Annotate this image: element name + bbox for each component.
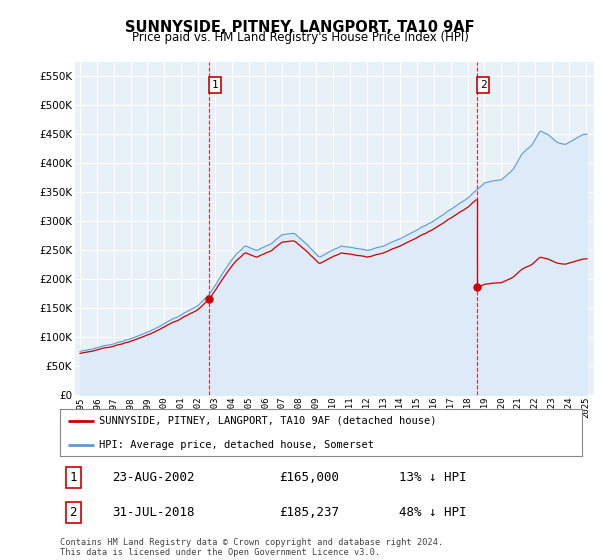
Text: 48% ↓ HPI: 48% ↓ HPI <box>400 506 467 519</box>
Text: SUNNYSIDE, PITNEY, LANGPORT, TA10 9AF (detached house): SUNNYSIDE, PITNEY, LANGPORT, TA10 9AF (d… <box>99 416 437 426</box>
Text: 2: 2 <box>480 80 487 90</box>
Text: Price paid vs. HM Land Registry's House Price Index (HPI): Price paid vs. HM Land Registry's House … <box>131 31 469 44</box>
Text: £165,000: £165,000 <box>279 471 339 484</box>
Text: 31-JUL-2018: 31-JUL-2018 <box>112 506 194 519</box>
Text: SUNNYSIDE, PITNEY, LANGPORT, TA10 9AF: SUNNYSIDE, PITNEY, LANGPORT, TA10 9AF <box>125 20 475 35</box>
Text: HPI: Average price, detached house, Somerset: HPI: Average price, detached house, Some… <box>99 440 374 450</box>
Text: 1: 1 <box>70 471 77 484</box>
Text: £185,237: £185,237 <box>279 506 339 519</box>
Text: Contains HM Land Registry data © Crown copyright and database right 2024.
This d: Contains HM Land Registry data © Crown c… <box>60 538 443 557</box>
Text: 2: 2 <box>70 506 77 519</box>
Text: 1: 1 <box>211 80 218 90</box>
Text: 13% ↓ HPI: 13% ↓ HPI <box>400 471 467 484</box>
Text: 23-AUG-2002: 23-AUG-2002 <box>112 471 194 484</box>
